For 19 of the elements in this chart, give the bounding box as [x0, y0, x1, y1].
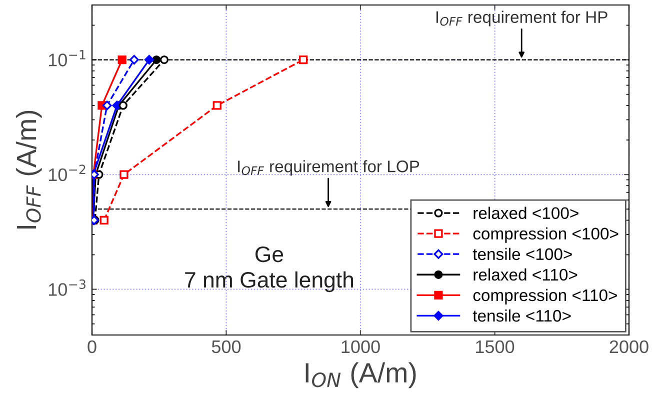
y-tick-label: 10$^{−1}$: [48, 50, 86, 66]
legend-label: compression <110>: [473, 288, 617, 304]
legend-label: compression <100>: [473, 227, 618, 243]
legend-label: relaxed <100>: [474, 206, 578, 220]
x-axis-title: I$_{ON}$ (A/m): [306, 362, 416, 388]
annotation: Ge 7 nm Gate length: [185, 246, 354, 292]
x-tick-label: 2000: [610, 340, 648, 354]
legend-label: relaxed <110>: [474, 268, 578, 281]
legend-label: tensile <100>: [472, 248, 572, 260]
y-tick-label: 10$^{−3}$: [48, 279, 86, 296]
x-tick-label: 0: [88, 340, 96, 354]
x-tick-label: 1000: [342, 340, 380, 354]
ref-line-label: I$_{OFF}$ requirement for LOP: [238, 160, 420, 176]
y-tick-label: 10$^{−2}$: [48, 164, 86, 182]
y-axis-title: I$_{OFF}$ (A/m): [16, 110, 42, 229]
ref-line-label: I$_{OFF}$ requirement for HP: [436, 10, 608, 26]
x-tick-label: 1500: [476, 340, 514, 354]
legend-label: tensile <110>: [472, 309, 571, 322]
x-tick-label: 500: [212, 340, 241, 354]
